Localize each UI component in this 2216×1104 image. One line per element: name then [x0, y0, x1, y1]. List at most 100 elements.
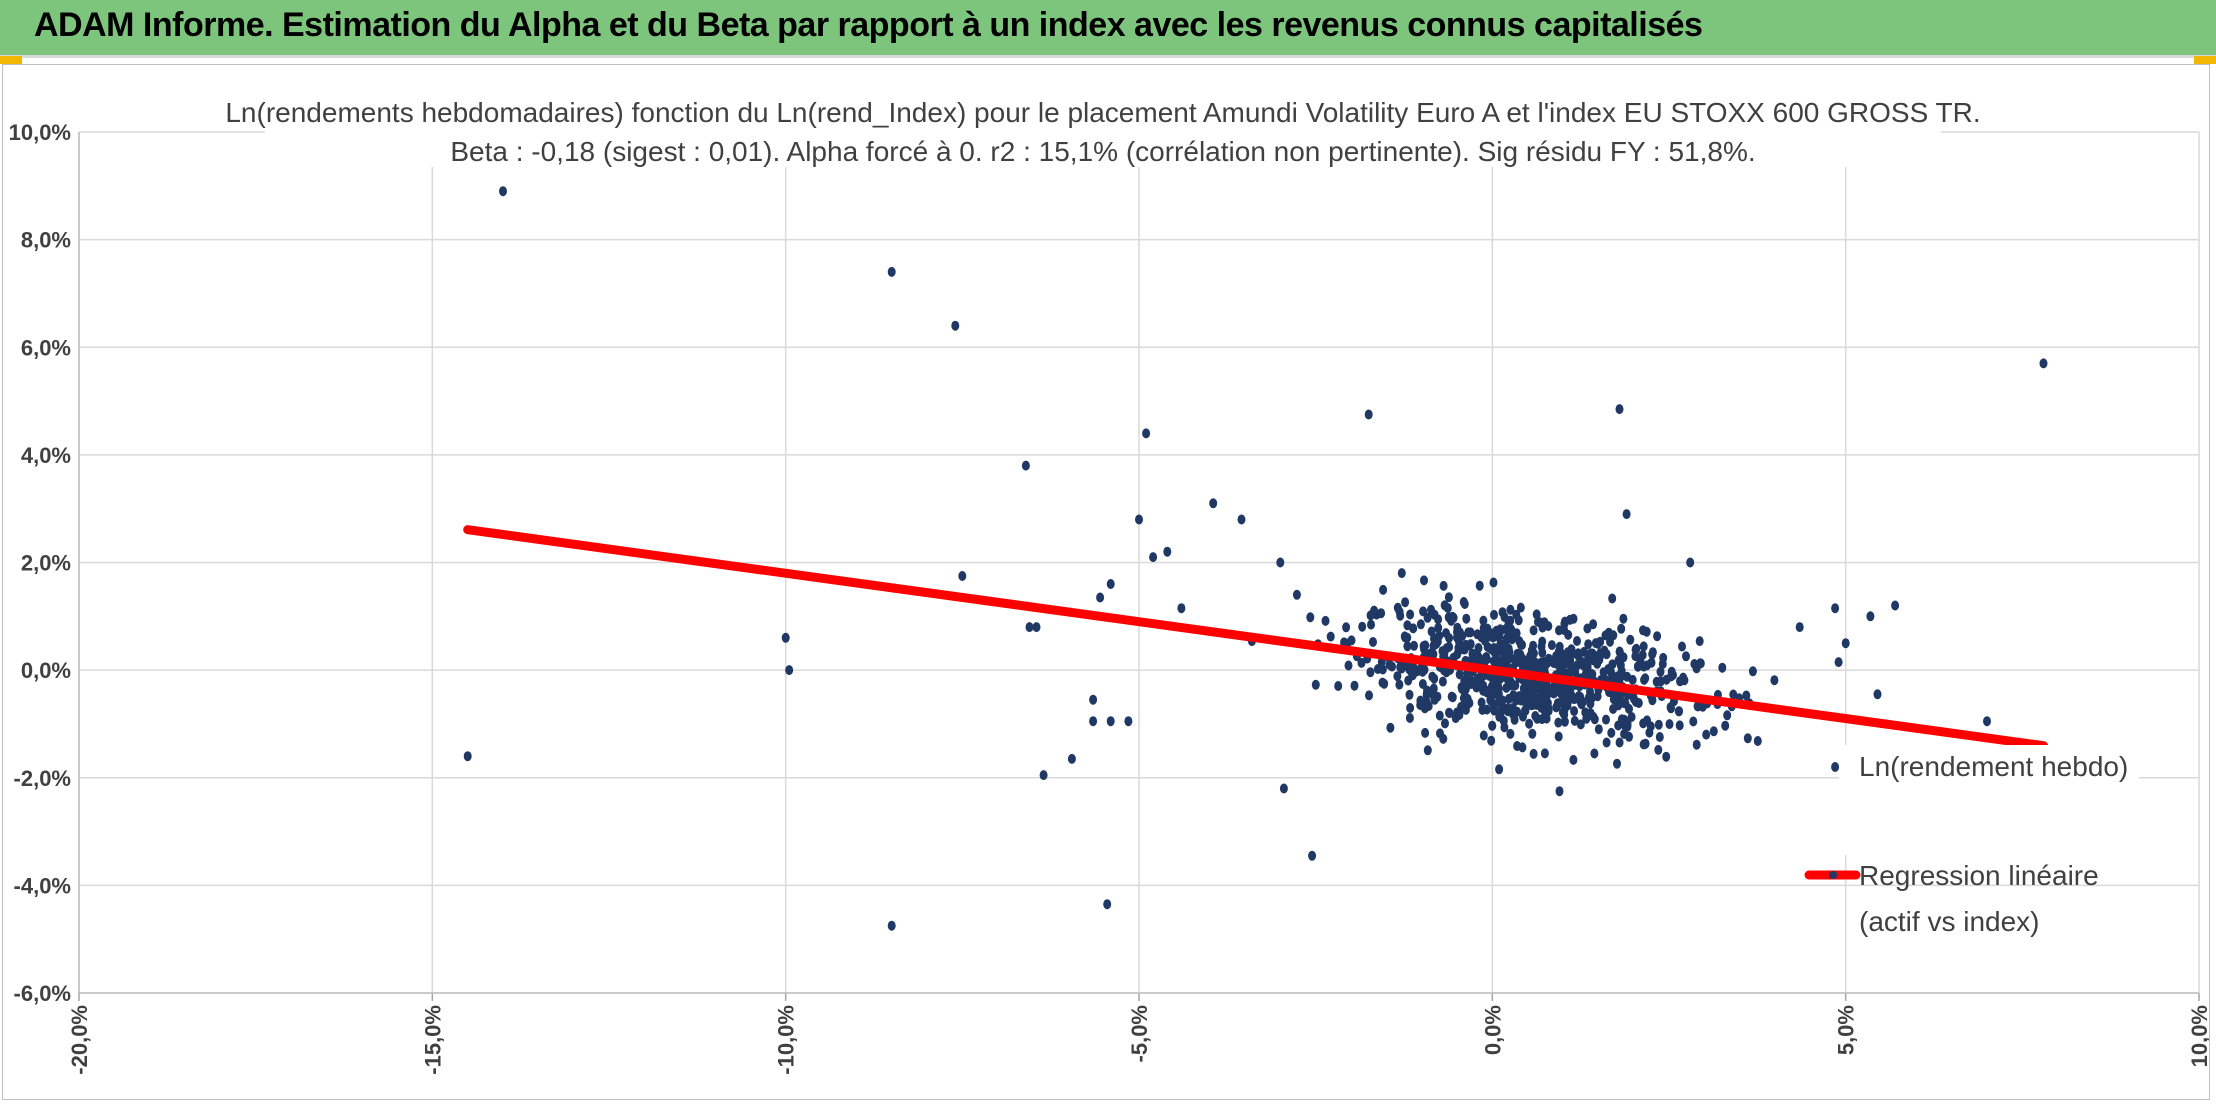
data-point	[1498, 607, 1507, 618]
data-point	[1517, 695, 1526, 706]
data-point	[1502, 624, 1511, 635]
data-point	[1570, 706, 1579, 717]
data-point	[1529, 625, 1538, 636]
data-point	[1482, 652, 1491, 662]
x-tick-label: -5,0%	[1127, 1005, 1152, 1062]
data-point	[2039, 358, 2048, 369]
data-point	[1427, 626, 1436, 637]
data-point	[1531, 658, 1540, 669]
data-point	[1622, 509, 1631, 520]
data-point	[1276, 557, 1285, 568]
data-point	[1831, 603, 1840, 614]
x-tick-label: -10,0%	[774, 1005, 799, 1075]
data-point	[1424, 701, 1433, 711]
data-point	[1770, 675, 1779, 686]
data-point	[1494, 696, 1503, 707]
data-point	[1552, 652, 1561, 663]
data-point	[1543, 658, 1551, 669]
data-point	[1385, 659, 1394, 670]
data-point	[1665, 719, 1674, 730]
data-point	[781, 632, 790, 643]
data-point	[1560, 709, 1569, 720]
report-title: ADAM Informe. Estimation du Alpha et du …	[34, 6, 1703, 44]
data-point	[1721, 720, 1730, 731]
legend-background	[1839, 745, 2139, 855]
data-point	[1600, 645, 1609, 656]
data-point	[1607, 727, 1616, 738]
data-point	[1163, 546, 1172, 557]
data-point	[1659, 652, 1668, 663]
data-point	[1364, 409, 1373, 420]
chart-title-line1: Ln(rendements hebdomadaires) fonction du…	[225, 97, 1980, 128]
data-point	[1514, 653, 1523, 664]
data-point	[1573, 636, 1581, 646]
data-point	[1483, 623, 1492, 634]
data-point	[1662, 751, 1671, 762]
scatter-chart: -6,0% -4,0% -2,0% 0,0% 2,0% 4,0% 6,0% 8,0% 10,0%…	[9, 87, 2209, 1075]
data-point	[1466, 627, 1475, 638]
data-point	[1025, 622, 1034, 633]
data-point	[1414, 665, 1423, 676]
data-point	[1574, 691, 1583, 701]
data-point	[1430, 673, 1439, 684]
data-point	[1576, 719, 1585, 730]
chart-title-line2: Beta : -0,18 (sigest : 0,01). Alpha forc…	[450, 136, 1755, 167]
data-point	[1467, 679, 1476, 689]
data-point	[1512, 609, 1521, 620]
data-point	[1583, 661, 1592, 672]
data-point	[1124, 716, 1133, 727]
data-point	[1506, 728, 1515, 739]
data-point	[1594, 638, 1603, 649]
data-point	[1595, 654, 1604, 665]
data-point	[1032, 622, 1041, 633]
data-point	[1445, 641, 1454, 652]
data-point	[1588, 692, 1596, 703]
data-point	[1209, 498, 1218, 509]
x-tick-label: 0,0%	[1480, 1005, 1505, 1055]
data-point	[1495, 764, 1504, 775]
data-point	[1474, 643, 1483, 653]
data-point	[1602, 737, 1611, 748]
data-point	[1357, 657, 1366, 668]
data-point	[1667, 666, 1676, 677]
data-point	[1654, 719, 1663, 730]
data-point	[1453, 622, 1462, 633]
y-tick-label: -2,0%	[14, 766, 71, 791]
data-point	[1497, 705, 1506, 716]
data-point	[1461, 639, 1470, 650]
data-point	[1566, 667, 1574, 678]
data-point	[1347, 635, 1356, 646]
data-point	[1613, 758, 1621, 769]
data-point	[1491, 628, 1500, 639]
report-header: ADAM Informe. Estimation du Alpha et du …	[0, 0, 2216, 58]
data-point	[463, 751, 472, 762]
data-point	[1718, 662, 1727, 673]
data-point	[1311, 679, 1320, 690]
data-point	[1366, 667, 1375, 678]
data-point	[1429, 683, 1438, 694]
data-point	[1675, 720, 1684, 731]
data-point	[1617, 623, 1626, 634]
data-point	[1540, 748, 1549, 759]
data-point	[1096, 592, 1105, 603]
data-point	[1632, 643, 1641, 654]
data-point	[1602, 714, 1610, 725]
data-point	[1489, 678, 1498, 689]
chart-area: -6,0% -4,0% -2,0% 0,0% 2,0% 4,0% 6,0% 8,0% 10,0%…	[2, 64, 2210, 1100]
data-point	[1400, 631, 1409, 642]
y-tick-label: 4,0%	[21, 443, 71, 468]
data-point	[1369, 637, 1377, 647]
data-point	[1439, 580, 1448, 591]
data-point	[1455, 644, 1464, 655]
data-point	[1554, 731, 1563, 742]
data-point	[1487, 686, 1496, 697]
data-point	[1682, 651, 1690, 662]
data-point	[1615, 737, 1624, 748]
y-tick-label: -4,0%	[14, 873, 71, 898]
data-point	[1326, 631, 1335, 642]
data-point	[1983, 716, 1991, 727]
data-point	[1135, 514, 1143, 525]
data-point	[1393, 602, 1402, 613]
data-point	[1694, 701, 1703, 712]
data-point	[1477, 697, 1486, 708]
